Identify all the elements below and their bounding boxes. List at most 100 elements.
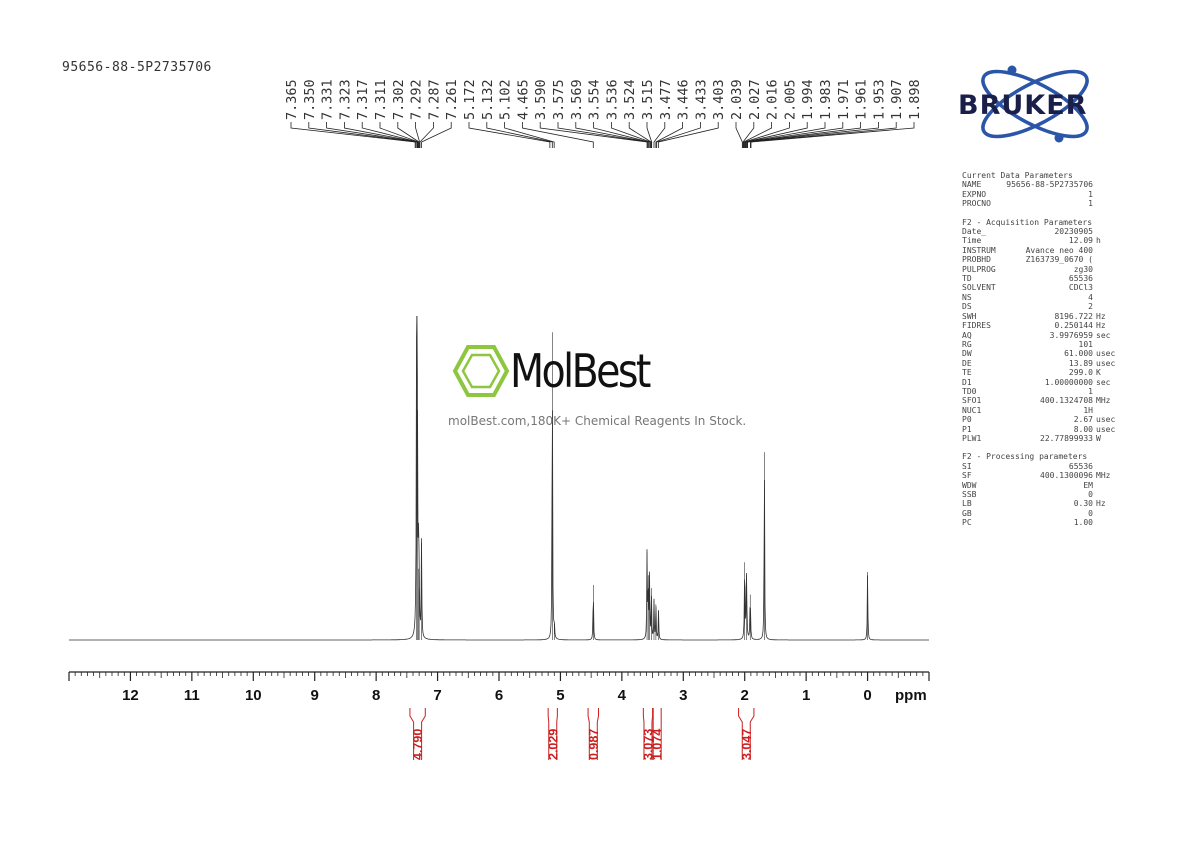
param-unit: W bbox=[1096, 433, 1101, 443]
peak-label: 4.465 bbox=[515, 79, 531, 120]
param-unit: h bbox=[1096, 236, 1101, 246]
param-row: SOLVENT CDCl3 bbox=[962, 283, 1122, 292]
param-row: D1 1.00000000 sec bbox=[962, 378, 1122, 387]
peak-label: 7.311 bbox=[373, 79, 389, 120]
peak-label-connector bbox=[379, 122, 419, 148]
param-row: SWH 8196.722 Hz bbox=[962, 312, 1122, 321]
peak-label: 7.317 bbox=[355, 79, 371, 120]
param-unit bbox=[1093, 190, 1122, 199]
param-unit: MHz bbox=[1096, 396, 1111, 406]
integral-value: 3.047 bbox=[740, 729, 754, 760]
acquisition-parameters-panel: Current Data Parameters NAME 95656-88-5P27… bbox=[962, 171, 1122, 537]
param-row: INSTRUM Avance neo 400 bbox=[962, 246, 1122, 255]
param-value: 2 bbox=[1088, 302, 1093, 312]
param-value: 1.00000000 bbox=[1044, 377, 1093, 387]
integral-bracket bbox=[642, 708, 654, 760]
peak-label-connector bbox=[468, 122, 551, 148]
peak-label-connector bbox=[747, 122, 879, 148]
peak-label-connector bbox=[655, 122, 683, 148]
peak-label-connector bbox=[326, 122, 418, 148]
param-group-title: F2 - Processing parameters bbox=[962, 452, 1088, 462]
param-unit bbox=[1093, 387, 1122, 396]
param-value: 65536 bbox=[1068, 274, 1093, 284]
peak-label: 3.575 bbox=[551, 79, 567, 120]
peak-label-connector bbox=[653, 122, 666, 148]
param-row: PULPROG zg30 bbox=[962, 265, 1122, 274]
param-row: GB 0 bbox=[962, 509, 1122, 518]
param-value: 4 bbox=[1088, 292, 1093, 302]
peak-label-connector bbox=[746, 122, 861, 148]
param-unit: Hz bbox=[1096, 321, 1106, 331]
param-row: TD0 1 bbox=[962, 387, 1122, 396]
atom-orbit-icon bbox=[981, 65, 1089, 143]
param-unit: usec bbox=[1096, 349, 1116, 359]
peak-label: 5.172 bbox=[462, 79, 478, 120]
param-key: P1 bbox=[962, 424, 972, 434]
bruker-logo: BRUKER bbox=[955, 60, 1120, 150]
param-unit bbox=[1093, 227, 1122, 236]
peak-label: 5.102 bbox=[498, 79, 514, 120]
param-row: NUC1 1H bbox=[962, 406, 1122, 415]
watermark-tagline: molBest.com,180K+ Chemical Reagents In S… bbox=[448, 414, 747, 428]
param-value: 95656-88-5P2735706 bbox=[1006, 180, 1093, 190]
peak-label: 1.983 bbox=[818, 79, 834, 120]
param-value: Z163739_0670 ( bbox=[1025, 255, 1093, 265]
peak-label: 7.261 bbox=[444, 79, 460, 120]
peak-label: 3.446 bbox=[676, 79, 692, 120]
peak-label-connector bbox=[539, 122, 648, 148]
param-value: 8.00 bbox=[1073, 424, 1093, 434]
peak-label: 3.536 bbox=[604, 79, 620, 120]
param-key: PC bbox=[962, 518, 972, 528]
param-value: 101 bbox=[1078, 339, 1093, 349]
param-row: SFO1 400.1324708 MHz bbox=[962, 396, 1122, 405]
param-value: 1 bbox=[1088, 189, 1093, 199]
peak-label: 1.971 bbox=[836, 79, 852, 120]
peak-label: 1.953 bbox=[871, 79, 887, 120]
param-unit: sec bbox=[1096, 330, 1111, 340]
param-key: Time bbox=[962, 236, 982, 246]
x-axis-tick-label: 8 bbox=[372, 687, 380, 704]
x-axis-tick-label: 11 bbox=[184, 687, 200, 704]
param-row: TE 299.0 K bbox=[962, 368, 1122, 377]
param-value: 12.09 bbox=[1068, 236, 1093, 246]
peak-label-connector bbox=[743, 122, 772, 148]
param-unit bbox=[1093, 302, 1122, 311]
param-unit bbox=[1093, 490, 1122, 499]
param-value: CDCl3 bbox=[1068, 283, 1093, 293]
param-group-title: F2 - Acquisition Parameters bbox=[962, 217, 1093, 227]
param-value: zg30 bbox=[1073, 264, 1093, 274]
param-value: 3.9976959 bbox=[1049, 330, 1093, 340]
integral-bracket bbox=[547, 708, 558, 760]
param-unit bbox=[1093, 481, 1122, 490]
param-row: RG 101 bbox=[962, 340, 1122, 349]
peak-label-connector bbox=[735, 122, 743, 148]
param-unit bbox=[1093, 199, 1122, 208]
peak-label-connector bbox=[397, 122, 420, 148]
param-unit bbox=[1093, 180, 1122, 189]
param-key: SI bbox=[962, 461, 972, 471]
param-unit bbox=[1093, 406, 1122, 415]
peak-label-connector bbox=[646, 122, 653, 148]
param-value: 2.67 bbox=[1073, 415, 1093, 425]
peak-label-connector bbox=[421, 122, 452, 148]
integral-bracket bbox=[652, 708, 662, 760]
param-value: 0.250144 bbox=[1054, 321, 1093, 331]
param-unit bbox=[1093, 246, 1122, 255]
param-unit: usec bbox=[1096, 415, 1116, 425]
x-axis-tick-label: 4 bbox=[618, 687, 627, 704]
peak-label: 3.590 bbox=[533, 79, 549, 120]
peak-label-connector bbox=[419, 122, 434, 148]
param-row: SSB 0 bbox=[962, 490, 1122, 499]
param-value: 0 bbox=[1088, 490, 1093, 499]
param-unit: usec bbox=[1096, 424, 1116, 434]
peak-label: 1.898 bbox=[907, 79, 923, 120]
peak-label-connector bbox=[746, 122, 844, 148]
param-row: SF 400.1300096 MHz bbox=[962, 471, 1122, 480]
param-key: INSTRUM bbox=[962, 245, 996, 255]
param-value: 299.0 bbox=[1068, 368, 1093, 378]
peak-label-connector bbox=[750, 122, 915, 148]
param-value: 22.77899933 bbox=[1040, 433, 1093, 443]
x-axis-tick-label: 5 bbox=[556, 687, 564, 704]
param-row: AQ 3.9976959 sec bbox=[962, 331, 1122, 340]
